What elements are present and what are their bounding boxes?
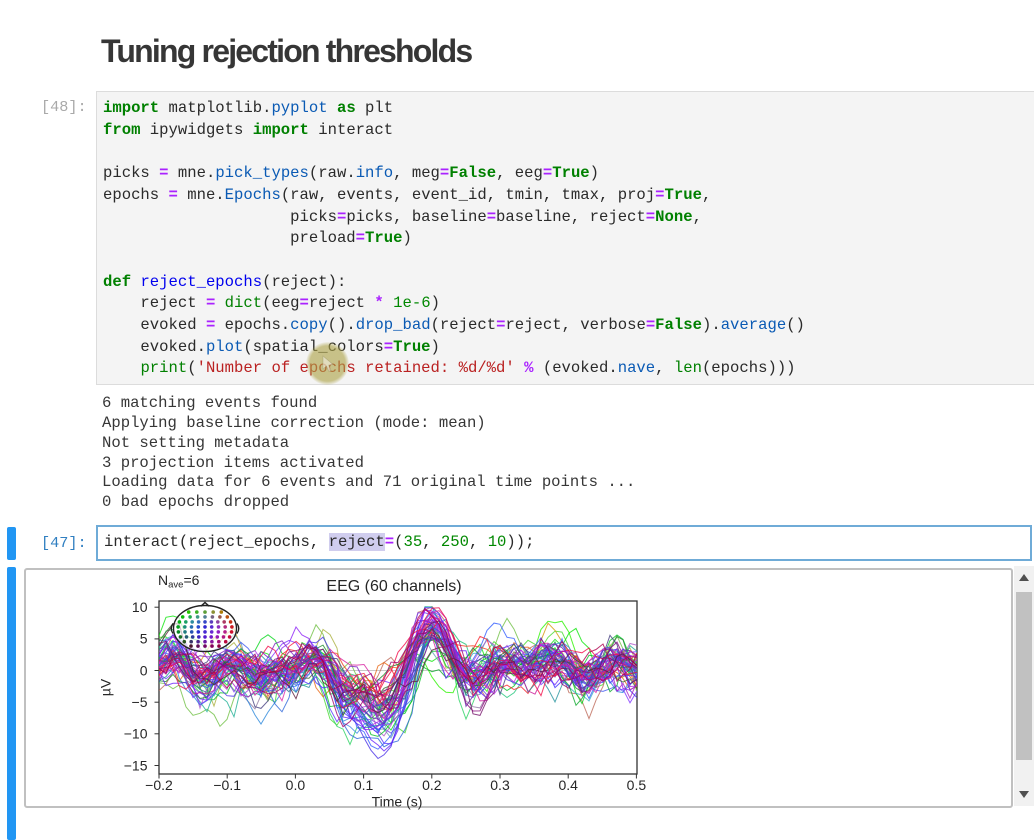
svg-text:0.4: 0.4 — [558, 777, 578, 793]
svg-text:−0.1: −0.1 — [213, 777, 241, 793]
svg-text:5: 5 — [140, 631, 148, 647]
svg-text:−15: −15 — [124, 757, 148, 773]
svg-text:−0.2: −0.2 — [145, 777, 173, 793]
svg-text:10: 10 — [132, 599, 148, 615]
svg-text:0.5: 0.5 — [627, 777, 647, 793]
svg-text:−10: −10 — [124, 726, 148, 742]
svg-text:0.3: 0.3 — [490, 777, 510, 793]
svg-text:−5: −5 — [132, 694, 148, 710]
svg-text:0.2: 0.2 — [422, 777, 442, 793]
svg-text:0.0: 0.0 — [286, 777, 306, 793]
svg-text:Nave=6: Nave=6 — [158, 572, 200, 591]
svg-text:µV: µV — [98, 678, 114, 696]
svg-text:0.1: 0.1 — [354, 777, 374, 793]
svg-text:0: 0 — [140, 662, 148, 678]
svg-text:EEG (60 channels): EEG (60 channels) — [326, 578, 461, 595]
svg-text:Time (s): Time (s) — [372, 794, 423, 810]
